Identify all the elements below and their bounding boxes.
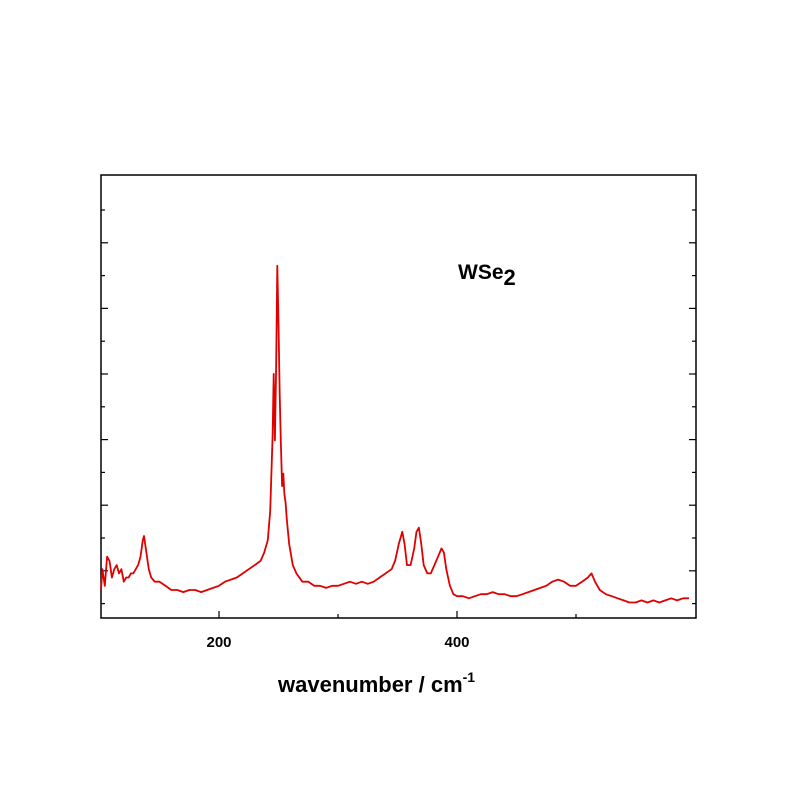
annotation-label: WSe2 [458, 261, 516, 290]
plot-frame [100, 174, 697, 619]
x-tick-label: 200 [206, 634, 231, 651]
x-axis-ticks: 200 400 [206, 611, 577, 651]
x-axis-title: wavenumber / cm-1 [277, 669, 475, 697]
left-axis-ticks [101, 209, 108, 605]
right-axis-ticks [689, 209, 696, 605]
spectrum-line [100, 264, 689, 604]
x-tick-label: 400 [444, 634, 469, 651]
